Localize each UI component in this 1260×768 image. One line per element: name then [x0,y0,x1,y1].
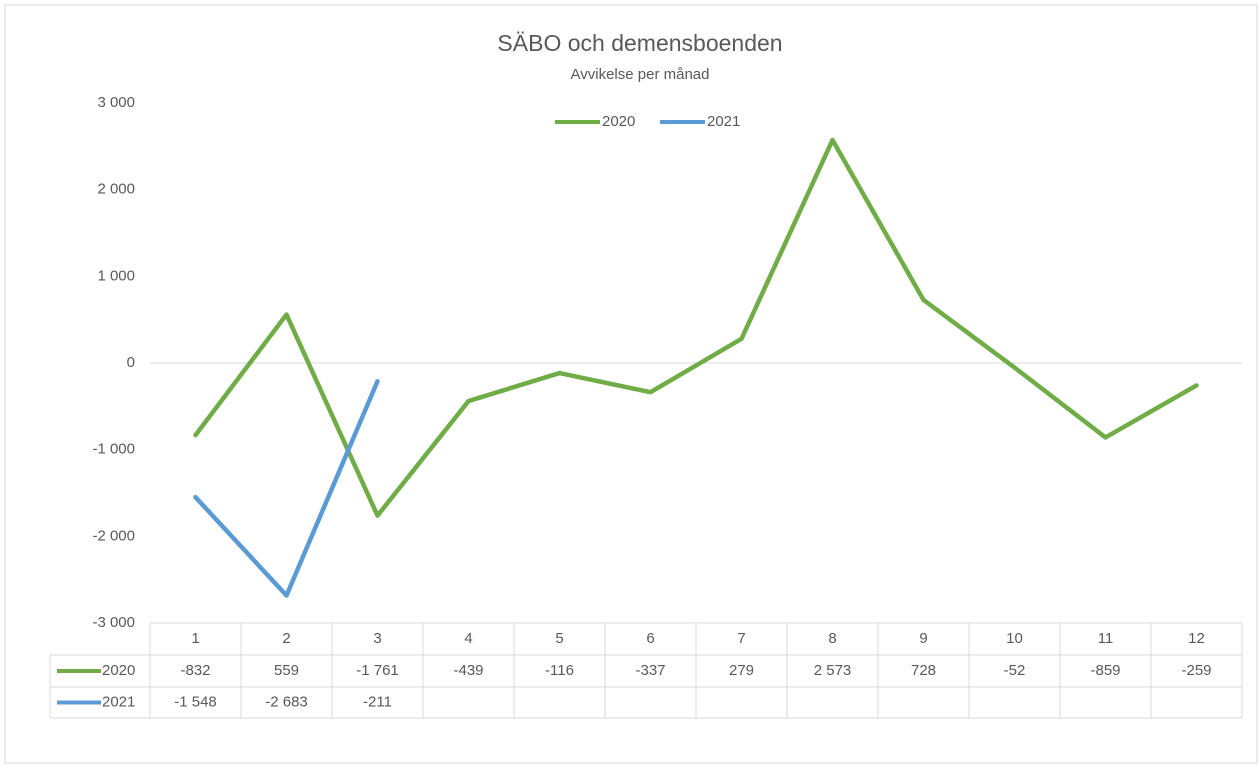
data-table-value: -52 [1004,662,1026,679]
table-legend-label: 2021 [102,693,135,710]
data-table-value: -259 [1181,662,1211,679]
x-tick-label: 1 [191,630,199,647]
series-line [193,137,1199,518]
data-table-value: -832 [180,662,210,679]
x-tick-label: 4 [464,630,472,647]
chart-title: SÄBO och demensboenden [497,30,782,56]
data-table-value: 279 [729,662,754,679]
y-tick-label: -3 000 [92,614,135,631]
x-tick-label: 7 [737,630,745,647]
x-tick-label: 2 [282,630,290,647]
data-table-value: -116 [545,662,574,679]
y-tick-label: 0 [127,354,135,371]
x-tick-label: 9 [919,630,927,647]
x-tick-label: 12 [1188,630,1205,647]
data-table-value: -211 [363,693,392,710]
chart-subtitle: Avvikelse per månad [571,66,710,83]
x-tick-label: 5 [555,630,563,647]
y-tick-label: 3 000 [97,94,135,111]
x-tick-label: 11 [1098,630,1114,647]
data-table-value: -439 [453,662,483,679]
legend-label: 2020 [602,113,635,130]
x-tick-label: 8 [828,630,836,647]
x-tick-label: 10 [1006,630,1023,647]
series-line [193,379,380,598]
y-tick-label: 1 000 [97,267,135,284]
data-table-value: -337 [635,662,665,679]
data-table-value: 559 [274,662,299,679]
data-table-value: 2 573 [814,662,852,679]
legend-label: 2021 [707,113,740,130]
data-table-value: -1 548 [174,693,217,710]
data-table-value: -2 683 [265,693,308,710]
chart-border [4,4,1258,764]
x-tick-label: 3 [373,630,381,647]
data-table-value: -859 [1090,662,1120,679]
x-tick-label: 6 [646,630,654,647]
y-tick-label: -1 000 [92,441,135,458]
data-table-value: -1 761 [356,662,399,679]
table-legend-label: 2020 [102,662,135,679]
data-table-value: 728 [911,662,936,679]
y-tick-label: -2 000 [92,527,135,544]
y-tick-label: 2 000 [97,181,135,198]
